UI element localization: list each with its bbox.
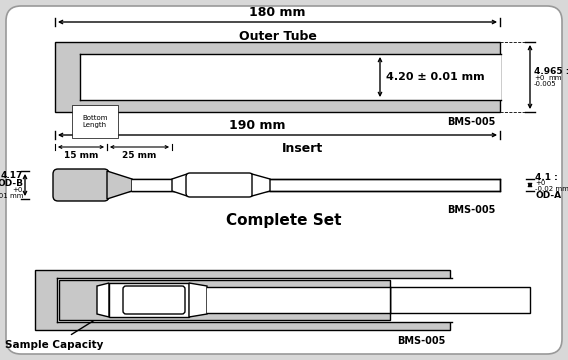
Polygon shape (252, 174, 270, 196)
Bar (57, 278, 452, 322)
Text: +0: +0 (12, 187, 23, 193)
Text: +0: +0 (534, 75, 544, 81)
Text: OD-B: OD-B (0, 179, 23, 188)
Text: 4.20 ± 0.01 mm: 4.20 ± 0.01 mm (386, 72, 485, 82)
Polygon shape (172, 174, 187, 196)
Text: Complete Set: Complete Set (226, 213, 342, 228)
Text: 4.965 :: 4.965 : (534, 67, 568, 76)
FancyBboxPatch shape (123, 286, 185, 314)
Bar (35, 270, 450, 330)
Bar (390, 287, 530, 313)
Text: BMS-005: BMS-005 (446, 117, 495, 127)
Text: BMS-005: BMS-005 (396, 336, 445, 346)
Text: Outer Tube: Outer Tube (239, 30, 316, 43)
Bar (59, 280, 390, 320)
FancyBboxPatch shape (53, 169, 109, 201)
FancyBboxPatch shape (186, 173, 253, 197)
FancyBboxPatch shape (6, 6, 562, 354)
Text: 190 mm: 190 mm (229, 119, 286, 132)
Bar (55, 179, 500, 191)
Text: -0.02 mm: -0.02 mm (535, 186, 568, 192)
Bar (132, 179, 187, 191)
Text: OD-A: OD-A (535, 190, 561, 199)
Text: +0: +0 (535, 180, 545, 186)
Text: Bottom
Length: Bottom Length (82, 115, 107, 128)
Text: 0.01 mm: 0.01 mm (0, 193, 23, 199)
Text: -0.005: -0.005 (534, 81, 557, 87)
Text: 25 mm: 25 mm (122, 151, 157, 160)
Text: 4.17: 4.17 (1, 171, 23, 180)
Bar (109, 283, 189, 317)
Bar (80, 54, 501, 100)
Text: BMS-005: BMS-005 (446, 205, 495, 215)
Text: Sample Capacity: Sample Capacity (5, 340, 103, 350)
Text: mm: mm (548, 75, 562, 81)
Polygon shape (107, 171, 132, 199)
Text: 180 mm: 180 mm (249, 6, 306, 19)
Polygon shape (97, 283, 109, 317)
Bar (55, 42, 500, 112)
Text: 15 mm: 15 mm (64, 151, 98, 160)
Polygon shape (189, 283, 207, 317)
Bar (207, 287, 390, 313)
Text: 4.1 :: 4.1 : (535, 172, 558, 181)
Text: Insert: Insert (282, 142, 323, 155)
